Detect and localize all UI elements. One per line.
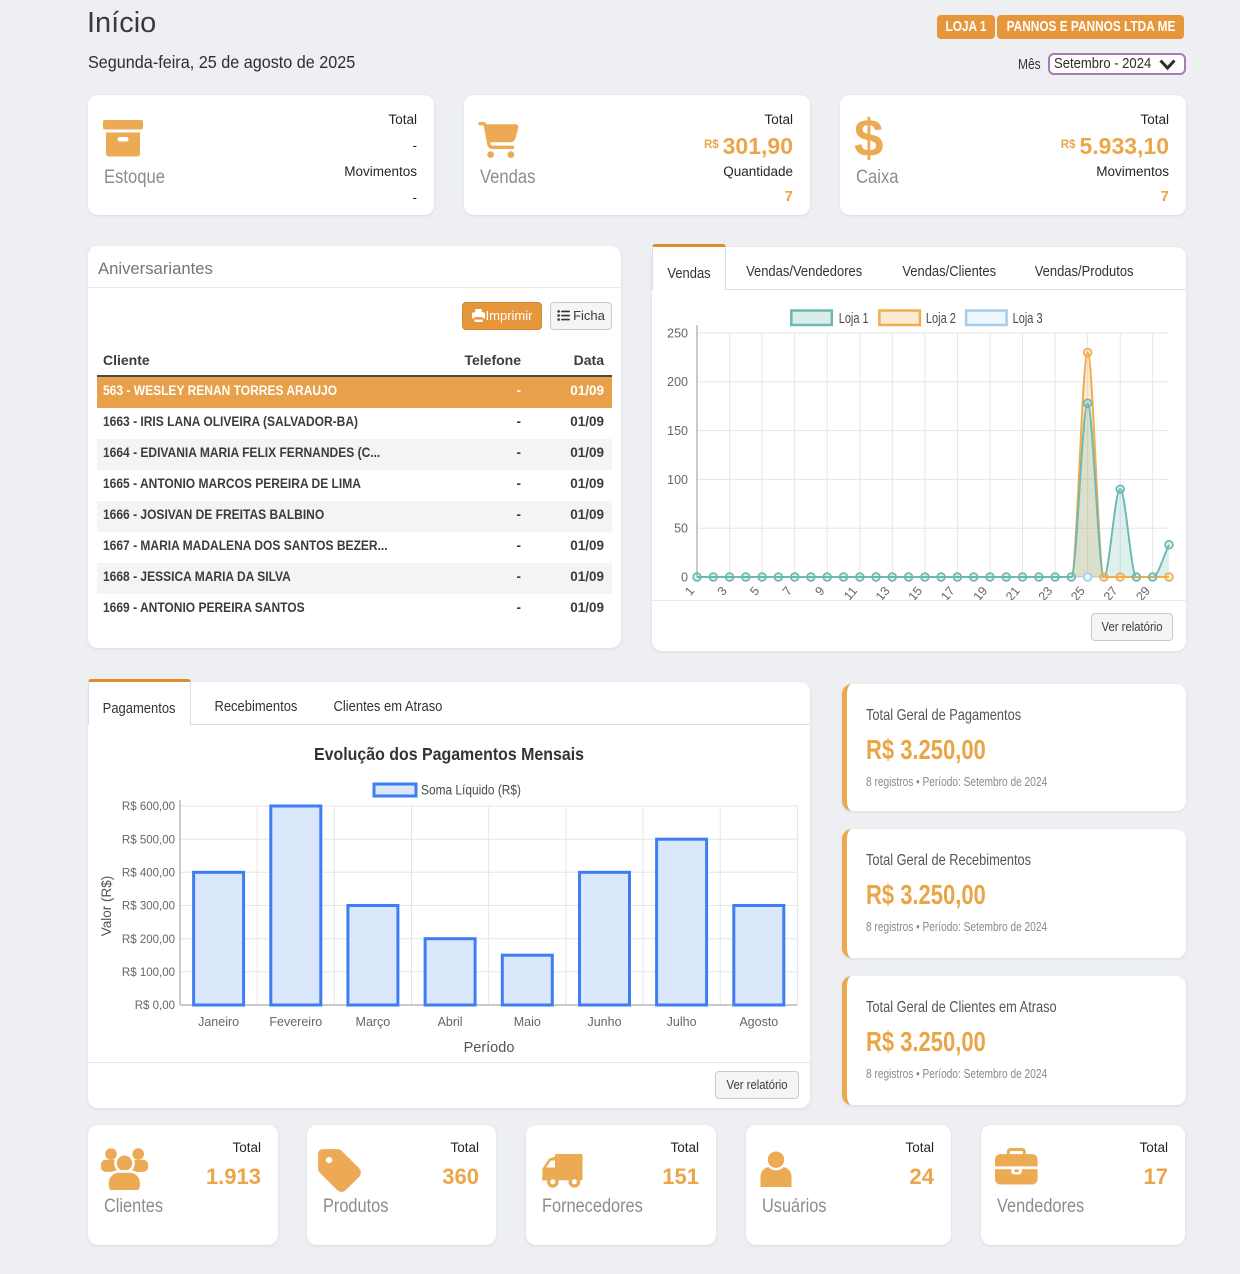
- svg-text:27: 27: [1101, 584, 1121, 600]
- svg-text:Fevereiro: Fevereiro: [269, 1015, 322, 1029]
- svg-text:Loja 1: Loja 1: [839, 311, 869, 327]
- svg-text:21: 21: [1003, 584, 1023, 600]
- svg-text:Agosto: Agosto: [739, 1015, 778, 1029]
- svg-text:25: 25: [1068, 584, 1088, 600]
- svg-text:50: 50: [674, 522, 688, 536]
- svg-text:7: 7: [780, 584, 795, 598]
- svg-text:Março: Março: [356, 1015, 391, 1029]
- svg-text:Janeiro: Janeiro: [198, 1015, 239, 1029]
- svg-text:R$ 600,00: R$ 600,00: [122, 801, 175, 813]
- svg-text:250: 250: [667, 326, 688, 340]
- svg-text:Julho: Julho: [667, 1015, 697, 1029]
- svg-text:0: 0: [681, 570, 688, 584]
- svg-text:17: 17: [938, 584, 958, 600]
- svg-text:R$ 0,00: R$ 0,00: [135, 1000, 175, 1012]
- svg-text:R$ 400,00: R$ 400,00: [122, 868, 175, 880]
- svg-text:Abril: Abril: [438, 1015, 463, 1029]
- svg-text:15: 15: [906, 584, 926, 600]
- svg-text:11: 11: [841, 584, 860, 600]
- svg-text:R$ 500,00: R$ 500,00: [122, 834, 175, 846]
- svg-text:100: 100: [667, 473, 688, 487]
- svg-text:19: 19: [971, 584, 991, 600]
- svg-text:29: 29: [1133, 584, 1153, 600]
- svg-text:Evolução dos Pagamentos Mensai: Evolução dos Pagamentos Mensais: [314, 744, 584, 764]
- svg-text:1: 1: [682, 584, 697, 598]
- svg-text:3: 3: [715, 584, 730, 598]
- svg-text:R$ 200,00: R$ 200,00: [122, 934, 175, 946]
- svg-text:Período: Período: [464, 1040, 515, 1056]
- svg-text:Loja 3: Loja 3: [1013, 311, 1043, 327]
- svg-text:Soma Líquido (R$): Soma Líquido (R$): [421, 783, 521, 798]
- svg-text:23: 23: [1036, 584, 1056, 600]
- svg-text:Valor (R$): Valor (R$): [99, 876, 114, 937]
- svg-text:R$ 300,00: R$ 300,00: [122, 901, 175, 913]
- svg-text:9: 9: [812, 584, 827, 598]
- svg-text:Junho: Junho: [587, 1015, 621, 1029]
- svg-text:200: 200: [667, 375, 688, 389]
- svg-text:5: 5: [747, 584, 762, 598]
- svg-text:150: 150: [667, 424, 688, 438]
- svg-text:Loja 2: Loja 2: [926, 311, 956, 327]
- svg-text:Maio: Maio: [514, 1015, 541, 1029]
- svg-text:R$ 100,00: R$ 100,00: [122, 967, 175, 979]
- svg-text:13: 13: [873, 584, 893, 600]
